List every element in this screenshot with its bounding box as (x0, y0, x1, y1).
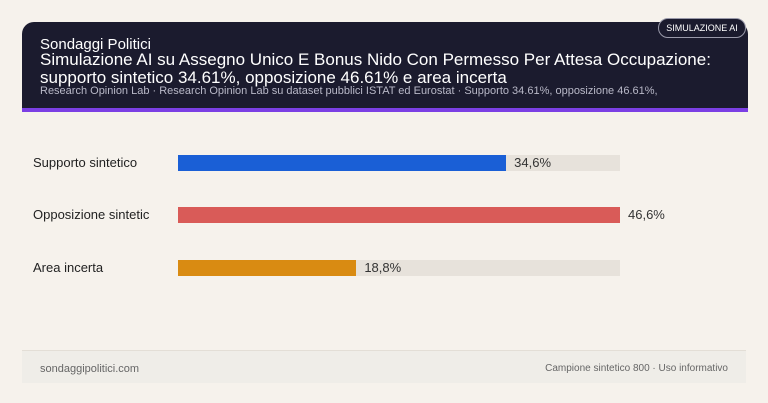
chart-title: Simulazione AI su Assegno Unico E Bonus … (40, 50, 711, 87)
bar-track (178, 260, 620, 276)
bar (178, 207, 620, 223)
accent-divider (22, 108, 748, 112)
simulation-badge: SIMULAZIONE AI (658, 18, 746, 38)
bar (178, 155, 507, 171)
category-label: Area incerta (33, 260, 104, 275)
footer-note: Campione sintetico 800 · Uso informativo (545, 363, 728, 374)
site-link[interactable]: sondaggipolitici.com (40, 363, 140, 375)
brand: Sondaggi Politici (40, 36, 151, 53)
header-card: Sondaggi Politici Simulazione AI su Asse… (22, 22, 748, 108)
value-label: 18,8% (364, 260, 402, 275)
bar-track (178, 155, 620, 171)
bar-track (178, 207, 620, 223)
value-label: 46,6% (628, 207, 665, 222)
chart-subtitle: Research Opinion Lab · Research Opinion … (40, 85, 658, 97)
category-label: Supporto sintetico (33, 155, 138, 170)
value-label: 34,6% (514, 155, 552, 170)
bar (178, 260, 357, 276)
category-label: Opposizione sintetic (33, 207, 150, 222)
footer: sondaggipolitici.com Campione sintetico … (22, 350, 746, 383)
